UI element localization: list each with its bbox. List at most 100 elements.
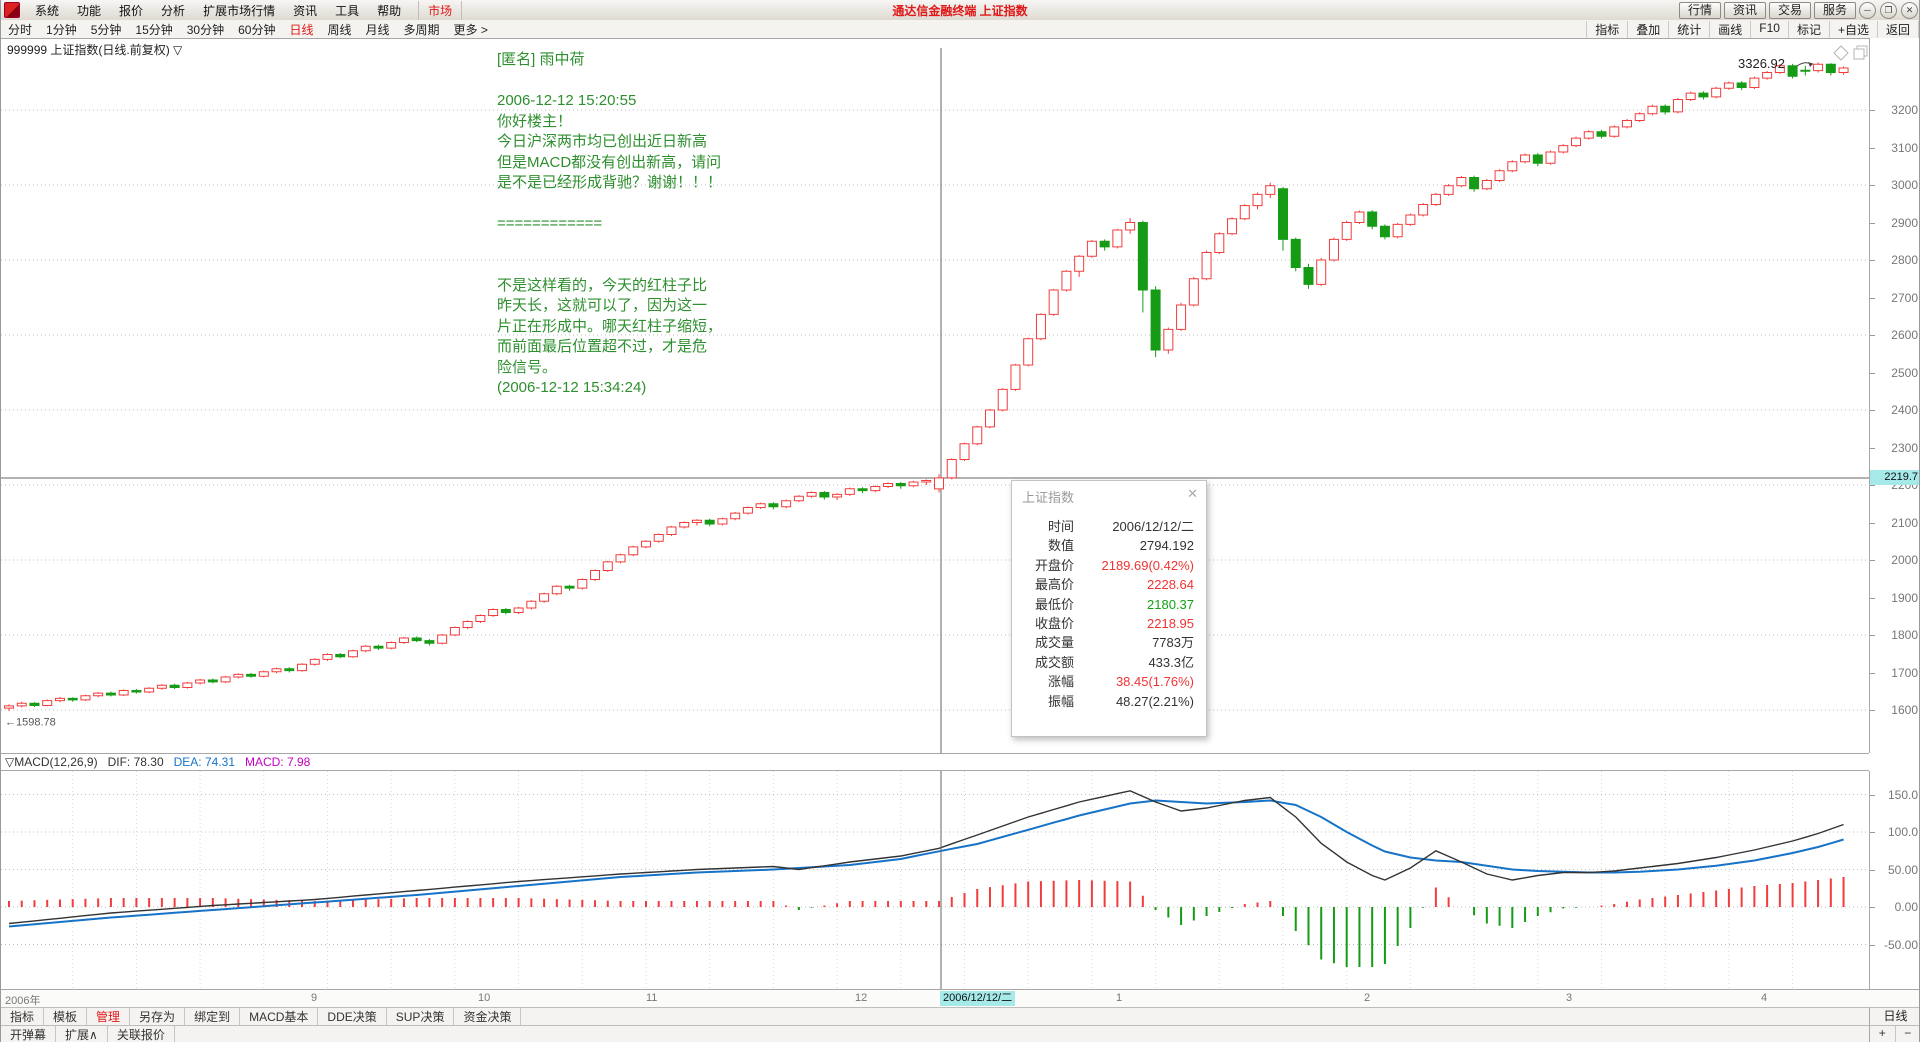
bottom-tab-SUP决策[interactable]: SUP决策 [387, 1008, 455, 1025]
period-item-多周期[interactable]: 多周期 [403, 22, 440, 37]
menu-item-功能[interactable]: 功能 [77, 3, 102, 18]
period-item-日线[interactable]: 日线 [289, 22, 314, 37]
tool-item-F10[interactable]: F10 [1750, 20, 1788, 38]
period-item-15分钟[interactable]: 15分钟 [135, 22, 173, 37]
period-indicator[interactable]: 日线 [1869, 1007, 1919, 1025]
titlebar-button-资讯[interactable]: 资讯 [1723, 1, 1766, 19]
price-axis-label: 1700 [1891, 665, 1918, 680]
bottom-tab-绑定到[interactable]: 绑定到 [185, 1008, 241, 1025]
macd-chart[interactable] [1, 771, 1869, 989]
popup-row-value: 433.3亿 [1148, 654, 1194, 670]
popup-row-label: 成交额 [1034, 654, 1074, 670]
period-item-周线[interactable]: 周线 [327, 22, 352, 37]
price-axis-label: 2700 [1891, 290, 1918, 305]
zoom-in-button[interactable]: + [1870, 1026, 1896, 1042]
bottom-tab-开弹幕[interactable]: 开弹幕 [1, 1026, 57, 1042]
tool-item-返回[interactable]: 返回 [1876, 20, 1919, 38]
dif-line [8, 790, 1844, 925]
period-item-更多 >[interactable]: 更多 > [453, 22, 488, 37]
menu-item-market[interactable]: 市场 [418, 0, 463, 20]
axis-tick-mark [1870, 410, 1875, 411]
close-icon[interactable]: ✕ [1901, 1, 1918, 19]
tool-item-指标[interactable]: 指标 [1586, 20, 1627, 38]
popup-row-value: 2006/12/12/二 [1112, 519, 1194, 534]
timeline-label-2006年[interactable]: 2006年 [5, 995, 41, 1007]
popup-row-value: 2794.192 [1139, 538, 1194, 554]
timeline-label-12[interactable]: 12 [855, 992, 868, 1004]
timeline-label-3[interactable]: 3 [1566, 992, 1573, 1004]
menu-item-资讯[interactable]: 资讯 [293, 3, 318, 18]
bottom-tab-扩展∧[interactable]: 扩展∧ [56, 1026, 108, 1042]
popup-row-label: 振幅 [1047, 693, 1074, 709]
timeline-label-4[interactable]: 4 [1761, 992, 1768, 1004]
bottom-tab-关联报价[interactable]: 关联报价 [108, 1026, 175, 1042]
timeline-label-1[interactable]: 1 [1116, 992, 1123, 1004]
menu-item-系统[interactable]: 系统 [35, 3, 60, 18]
chart-tools: 指标 叠加 统计 画线 F10 标记 +自选 返回 [1586, 20, 1919, 38]
popup-row: 成交额 433.3亿 [1012, 653, 1206, 672]
popup-title: 上证指数 [1022, 490, 1075, 505]
popup-row-label: 成交量 [1034, 635, 1074, 651]
price-axis-label: 2400 [1891, 403, 1918, 417]
minimize-icon[interactable]: ─ [1859, 1, 1876, 19]
zoom-out-button[interactable]: − [1896, 1026, 1920, 1042]
popup-row: 最高价 2228.64 [1012, 575, 1206, 594]
timeline[interactable]: 2006年 9 10 11 12 1 2 3 4 2006/12/12/二 [1, 989, 1919, 1007]
popup-row-value: 38.45(1.76%) [1115, 674, 1194, 690]
period-item-分时[interactable]: 分时 [8, 22, 33, 37]
period-items: 分时 1分钟 5分钟 15分钟 30分钟 60分钟 日线 周线 月线 多周期 更多 > [1, 21, 495, 38]
menu-item-分析[interactable]: 分析 [161, 3, 186, 18]
timeline-label-2[interactable]: 2 [1364, 992, 1371, 1004]
tool-item-+自选[interactable]: +自选 [1828, 20, 1877, 38]
popup-row-label: 开盘价 [1034, 557, 1074, 573]
menu-item-报价[interactable]: 报价 [119, 3, 144, 18]
period-item-5分钟[interactable]: 5分钟 [90, 22, 122, 37]
titlebar-button-行情[interactable]: 行情 [1678, 1, 1721, 19]
period-item-1分钟[interactable]: 1分钟 [46, 22, 77, 37]
popup-row-label: 涨幅 [1047, 674, 1074, 690]
timeline-label-11[interactable]: 11 [646, 992, 658, 1004]
bottom-tab-另存为[interactable]: 另存为 [130, 1008, 186, 1025]
titlebar-right: 行情 资讯 交易 服务 ─ ❐ ✕ [1676, 1, 1919, 19]
axis-tick-mark [1870, 522, 1875, 524]
tool-item-统计[interactable]: 统计 [1668, 20, 1709, 38]
axis-tick-mark [1870, 447, 1875, 449]
popup-row-value: 2228.64 [1147, 577, 1194, 593]
restore-icon[interactable]: ❐ [1880, 1, 1897, 19]
bottom-tab-指标[interactable]: 指标 [1, 1008, 45, 1025]
tool-item-标记[interactable]: 标记 [1787, 20, 1829, 38]
period-item-月线[interactable]: 月线 [365, 22, 390, 37]
timeline-highlight: 2006/12/12/二 [940, 991, 1016, 1006]
titlebar-button-服务[interactable]: 服务 [1813, 1, 1856, 19]
bottom-tab-管理[interactable]: 管理 [87, 1008, 131, 1025]
popup-row: 最低价 2180.37 [1012, 595, 1206, 614]
macd-dif-value: DIF: 78.30 [107, 755, 164, 769]
axis-tick-mark [1870, 672, 1875, 674]
main-chart[interactable]: ←1598.78 3326.92 [1, 38, 1869, 753]
timeline-label-9[interactable]: 9 [311, 992, 318, 1004]
bottom-tab-资金决策[interactable]: 资金决策 [454, 1008, 522, 1025]
price-axis-label: 3100 [1891, 140, 1918, 155]
macd-header[interactable]: ▽MACD(12,26,9) DIF: 78.30 DEA: 74.31 MACD: … [1, 753, 1869, 771]
price-axis-label: 2300 [1891, 440, 1918, 455]
tool-item-画线[interactable]: 画线 [1709, 20, 1750, 38]
menu-item-扩展市场行情[interactable]: 扩展市场行情 [203, 3, 276, 18]
axis-tick-mark [1870, 869, 1875, 871]
axis-tick-mark [1870, 110, 1875, 111]
popup-row: 时间 2006/12/12/二 [1012, 517, 1206, 536]
price-axis-label: 2100 [1891, 515, 1918, 530]
close-icon[interactable]: ✕ [1187, 486, 1198, 501]
period-item-30分钟[interactable]: 30分钟 [186, 22, 225, 37]
period-item-60分钟[interactable]: 60分钟 [238, 22, 276, 37]
bottom-tab-模板[interactable]: 模板 [44, 1008, 88, 1025]
bottom-tab-DDE决策[interactable]: DDE决策 [318, 1008, 387, 1025]
macd-axis-label: 100.0 [1887, 825, 1918, 839]
symbol-label[interactable]: 999999 上证指数(日线.前复权) ▽ [7, 43, 183, 57]
menu-item-工具[interactable]: 工具 [335, 3, 360, 18]
tool-item-叠加[interactable]: 叠加 [1627, 20, 1668, 38]
quote-popup[interactable]: 上证指数 ✕ 时间 2006/12/12/二 数值 2794.192 开盘价 2189.6… [1011, 480, 1207, 737]
bottom-tab-MACD基本[interactable]: MACD基本 [240, 1008, 319, 1025]
menu-item-帮助[interactable]: 帮助 [377, 3, 402, 18]
titlebar-button-交易[interactable]: 交易 [1768, 1, 1811, 19]
timeline-label-10[interactable]: 10 [478, 992, 491, 1004]
